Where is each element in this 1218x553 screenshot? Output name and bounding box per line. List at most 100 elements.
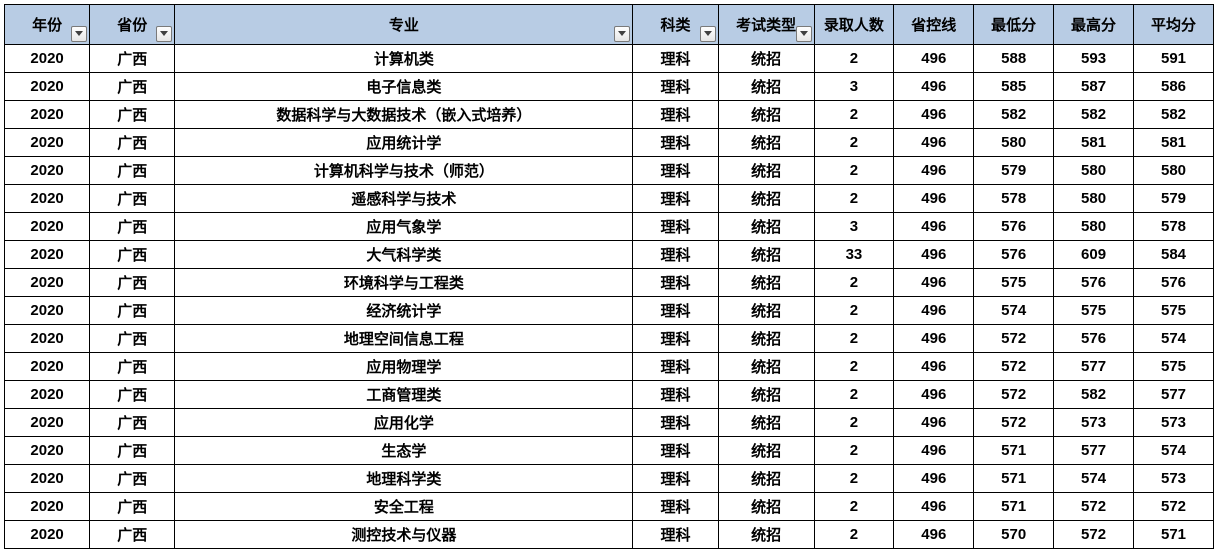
cell-count: 2 <box>814 465 894 493</box>
table-row: 2020广西地理科学类理科统招2496571574573 <box>5 465 1214 493</box>
cell-exam: 统招 <box>718 381 814 409</box>
filter-icon[interactable] <box>156 26 172 42</box>
cell-year: 2020 <box>5 185 90 213</box>
cell-min: 571 <box>974 465 1054 493</box>
cell-subj: 理科 <box>633 437 718 465</box>
cell-exam: 统招 <box>718 409 814 437</box>
cell-max: 573 <box>1054 409 1134 437</box>
cell-line: 496 <box>894 381 974 409</box>
cell-prov: 广西 <box>90 521 175 549</box>
cell-avg: 579 <box>1134 185 1214 213</box>
cell-min: 576 <box>974 213 1054 241</box>
cell-avg: 574 <box>1134 437 1214 465</box>
cell-line: 496 <box>894 521 974 549</box>
cell-major: 应用化学 <box>175 409 633 437</box>
col-header-label: 专业 <box>389 17 419 34</box>
cell-avg: 584 <box>1134 241 1214 269</box>
cell-year: 2020 <box>5 325 90 353</box>
cell-max: 576 <box>1054 269 1134 297</box>
col-header-label: 省控线 <box>911 17 956 34</box>
cell-avg: 573 <box>1134 465 1214 493</box>
col-header-label: 最低分 <box>991 17 1036 34</box>
cell-max: 580 <box>1054 213 1134 241</box>
cell-major: 应用统计学 <box>175 129 633 157</box>
cell-min: 576 <box>974 241 1054 269</box>
cell-max: 582 <box>1054 101 1134 129</box>
cell-min: 572 <box>974 409 1054 437</box>
cell-prov: 广西 <box>90 297 175 325</box>
cell-min: 571 <box>974 493 1054 521</box>
cell-exam: 统招 <box>718 465 814 493</box>
cell-year: 2020 <box>5 45 90 73</box>
col-header-label: 考试类型 <box>736 17 796 34</box>
cell-exam: 统招 <box>718 73 814 101</box>
cell-line: 496 <box>894 185 974 213</box>
cell-major: 计算机类 <box>175 45 633 73</box>
table-body: 2020广西计算机类理科统招24965885935912020广西电子信息类理科… <box>5 45 1214 549</box>
filter-icon[interactable] <box>796 26 812 42</box>
cell-major: 环境科学与工程类 <box>175 269 633 297</box>
filter-icon[interactable] <box>614 26 630 42</box>
cell-subj: 理科 <box>633 381 718 409</box>
cell-subj: 理科 <box>633 409 718 437</box>
cell-avg: 580 <box>1134 157 1214 185</box>
cell-major: 生态学 <box>175 437 633 465</box>
cell-year: 2020 <box>5 353 90 381</box>
filter-icon[interactable] <box>700 26 716 42</box>
cell-year: 2020 <box>5 101 90 129</box>
cell-exam: 统招 <box>718 353 814 381</box>
cell-line: 496 <box>894 129 974 157</box>
cell-count: 2 <box>814 269 894 297</box>
cell-year: 2020 <box>5 297 90 325</box>
cell-prov: 广西 <box>90 213 175 241</box>
cell-year: 2020 <box>5 409 90 437</box>
cell-year: 2020 <box>5 521 90 549</box>
cell-subj: 理科 <box>633 129 718 157</box>
cell-max: 577 <box>1054 353 1134 381</box>
cell-avg: 575 <box>1134 353 1214 381</box>
cell-avg: 578 <box>1134 213 1214 241</box>
cell-line: 496 <box>894 101 974 129</box>
cell-min: 570 <box>974 521 1054 549</box>
cell-year: 2020 <box>5 465 90 493</box>
cell-line: 496 <box>894 325 974 353</box>
col-header-line: 省控线 <box>894 5 974 45</box>
cell-line: 496 <box>894 269 974 297</box>
cell-exam: 统招 <box>718 297 814 325</box>
cell-min: 580 <box>974 129 1054 157</box>
col-header-major: 专业 <box>175 5 633 45</box>
cell-major: 应用气象学 <box>175 213 633 241</box>
cell-prov: 广西 <box>90 409 175 437</box>
cell-exam: 统招 <box>718 129 814 157</box>
cell-avg: 573 <box>1134 409 1214 437</box>
cell-prov: 广西 <box>90 325 175 353</box>
cell-exam: 统招 <box>718 437 814 465</box>
admissions-table: 年份省份专业科类考试类型录取人数省控线最低分最高分平均分 2020广西计算机类理… <box>4 4 1214 549</box>
cell-year: 2020 <box>5 493 90 521</box>
cell-max: 587 <box>1054 73 1134 101</box>
cell-min: 578 <box>974 185 1054 213</box>
cell-count: 2 <box>814 157 894 185</box>
cell-subj: 理科 <box>633 157 718 185</box>
cell-line: 496 <box>894 213 974 241</box>
cell-major: 大气科学类 <box>175 241 633 269</box>
cell-max: 572 <box>1054 493 1134 521</box>
cell-prov: 广西 <box>90 157 175 185</box>
cell-prov: 广西 <box>90 73 175 101</box>
col-header-count: 录取人数 <box>814 5 894 45</box>
cell-line: 496 <box>894 409 974 437</box>
filter-icon[interactable] <box>71 26 87 42</box>
cell-subj: 理科 <box>633 353 718 381</box>
cell-subj: 理科 <box>633 241 718 269</box>
cell-year: 2020 <box>5 129 90 157</box>
cell-exam: 统招 <box>718 241 814 269</box>
cell-min: 575 <box>974 269 1054 297</box>
cell-prov: 广西 <box>90 45 175 73</box>
cell-subj: 理科 <box>633 185 718 213</box>
cell-min: 585 <box>974 73 1054 101</box>
cell-count: 33 <box>814 241 894 269</box>
cell-max: 582 <box>1054 381 1134 409</box>
cell-subj: 理科 <box>633 73 718 101</box>
cell-max: 580 <box>1054 185 1134 213</box>
cell-prov: 广西 <box>90 269 175 297</box>
